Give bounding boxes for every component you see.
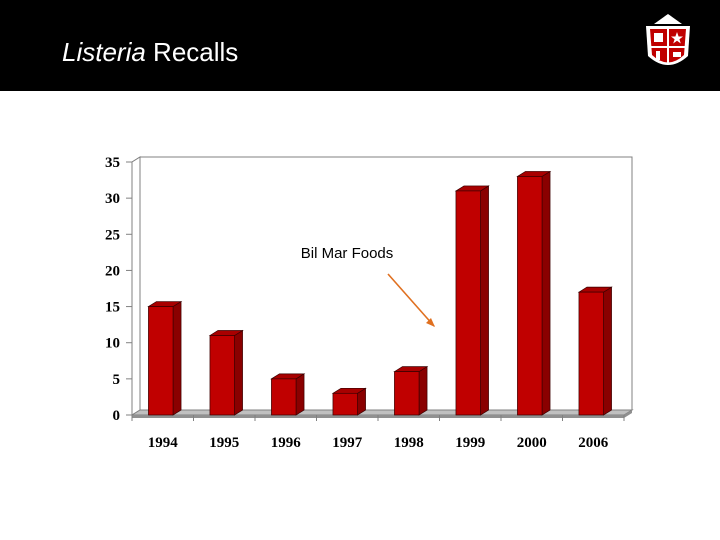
bar-side-face (480, 185, 489, 416)
bar-front-face (209, 335, 235, 416)
bar-front-face (271, 378, 297, 416)
recalls-bar-chart: 0 5 10 15 20 25 30 35 1994 1995 1996 1997 1998 1999 2… (105, 155, 634, 451)
x-tick-label: 2006 (578, 435, 609, 451)
y-tick-label: 10 (105, 336, 120, 352)
y-tick-label: 20 (105, 263, 120, 279)
bar-side-face (234, 329, 243, 416)
bar-side-face (541, 170, 551, 416)
chart-floor-edge (132, 410, 632, 418)
slide-title-rest: Recalls (145, 37, 239, 67)
chart-annotation: Bil Mar Foods (301, 245, 435, 327)
bar-front-face (455, 190, 481, 416)
x-tick-label: 1994 (148, 435, 179, 451)
bar (270, 373, 306, 416)
x-tick-label: 1995 (209, 435, 239, 451)
bar-side-face (603, 286, 612, 416)
chart-bars (147, 170, 613, 416)
bar (393, 365, 429, 416)
bar (577, 286, 613, 416)
bar-front-face (148, 306, 174, 416)
bar (516, 170, 552, 416)
y-tick-label: 35 (105, 155, 120, 171)
x-tick-label: 1996 (271, 435, 302, 451)
bar-front-face (332, 392, 358, 416)
bar-side-face (172, 300, 182, 416)
y-tick-label: 30 (105, 191, 120, 207)
slide-title: Listeria Recalls (62, 36, 238, 68)
bar (454, 185, 490, 416)
y-tick-label: 0 (113, 408, 121, 424)
annotation-arrowhead (426, 318, 435, 327)
bar (331, 387, 367, 416)
university-seal-icon (646, 14, 690, 65)
y-tick-label: 5 (113, 372, 121, 388)
x-axis-tick-labels: 1994 1995 1996 1997 1998 1999 2000 2006 (148, 435, 609, 451)
chart-side-wall (131, 156, 141, 416)
y-axis-tick-labels: 0 5 10 15 20 25 30 35 (105, 155, 120, 424)
x-tick-label: 1998 (394, 435, 424, 451)
chart-axes (126, 156, 634, 421)
bar (147, 300, 183, 416)
annotation-arrow (387, 273, 435, 327)
annotation-label: Bil Mar Foods (301, 245, 394, 262)
bar-side-face (295, 373, 305, 416)
slide-header: Listeria Recalls (0, 0, 720, 91)
x-tick-label: 1997 (332, 435, 363, 451)
bar (208, 329, 244, 416)
chart-floor (130, 409, 634, 416)
bar-side-face (418, 365, 428, 416)
bar-front-face (578, 291, 604, 416)
bar-front-face (517, 176, 543, 416)
x-tick-label: 1999 (455, 435, 485, 451)
bar-front-face (394, 371, 420, 416)
slide-title-italic: Listeria (62, 37, 146, 67)
y-tick-label: 15 (105, 300, 120, 316)
x-tick-label: 2000 (517, 435, 547, 451)
y-tick-label: 25 (105, 227, 120, 243)
